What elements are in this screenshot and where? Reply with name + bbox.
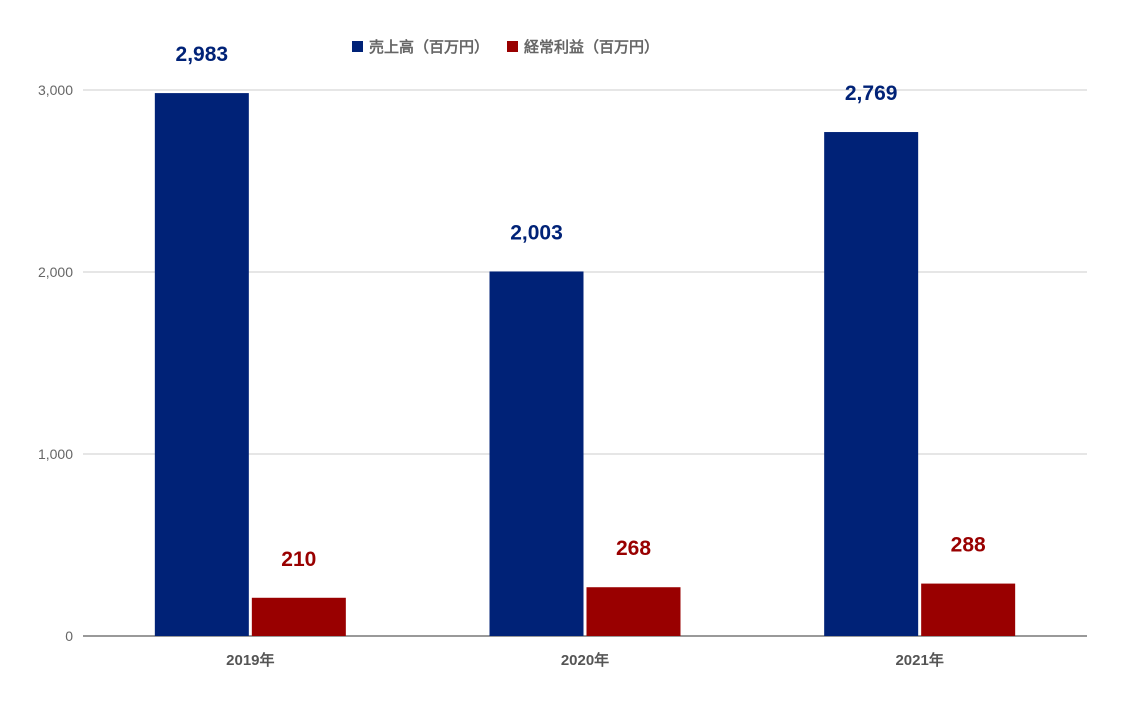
bar-sales <box>489 271 584 636</box>
x-category-label: 2019年 <box>226 651 274 669</box>
y-tick-label: 3,000 <box>38 82 73 98</box>
x-category-label: 2021年 <box>895 651 943 669</box>
legend-label-ordinary-profit: 経常利益（百万円） <box>524 39 660 56</box>
data-label-sales: 2,003 <box>510 221 563 244</box>
bar-ordinary-profit <box>586 587 681 636</box>
data-label-ordinary-profit: 210 <box>281 548 316 571</box>
bar-ordinary-profit <box>251 597 346 636</box>
legend-item-ordinary-profit: 経常利益（百万円） <box>507 36 659 57</box>
y-tick-label: 2,000 <box>38 264 73 280</box>
legend-swatch-ordinary-profit <box>507 41 519 52</box>
data-label-ordinary-profit: 268 <box>616 537 651 560</box>
x-category-label: 2020年 <box>561 651 609 669</box>
legend-swatch-sales <box>352 41 363 52</box>
bar-sales <box>824 132 919 637</box>
chart-legend: 売上高（百万円） 経常利益（百万円） <box>352 36 677 57</box>
data-label-sales: 2,983 <box>176 43 229 66</box>
data-label-ordinary-profit: 288 <box>951 534 986 557</box>
legend-label-sales: 売上高（百万円） <box>369 39 490 56</box>
y-tick-label: 0 <box>65 628 73 644</box>
legend-item-sales: 売上高（百万円） <box>352 36 489 57</box>
bar-ordinary-profit <box>921 583 1016 636</box>
data-label-sales: 2,769 <box>845 82 898 105</box>
bar-sales <box>154 93 249 637</box>
y-tick-label: 1,000 <box>38 446 73 462</box>
